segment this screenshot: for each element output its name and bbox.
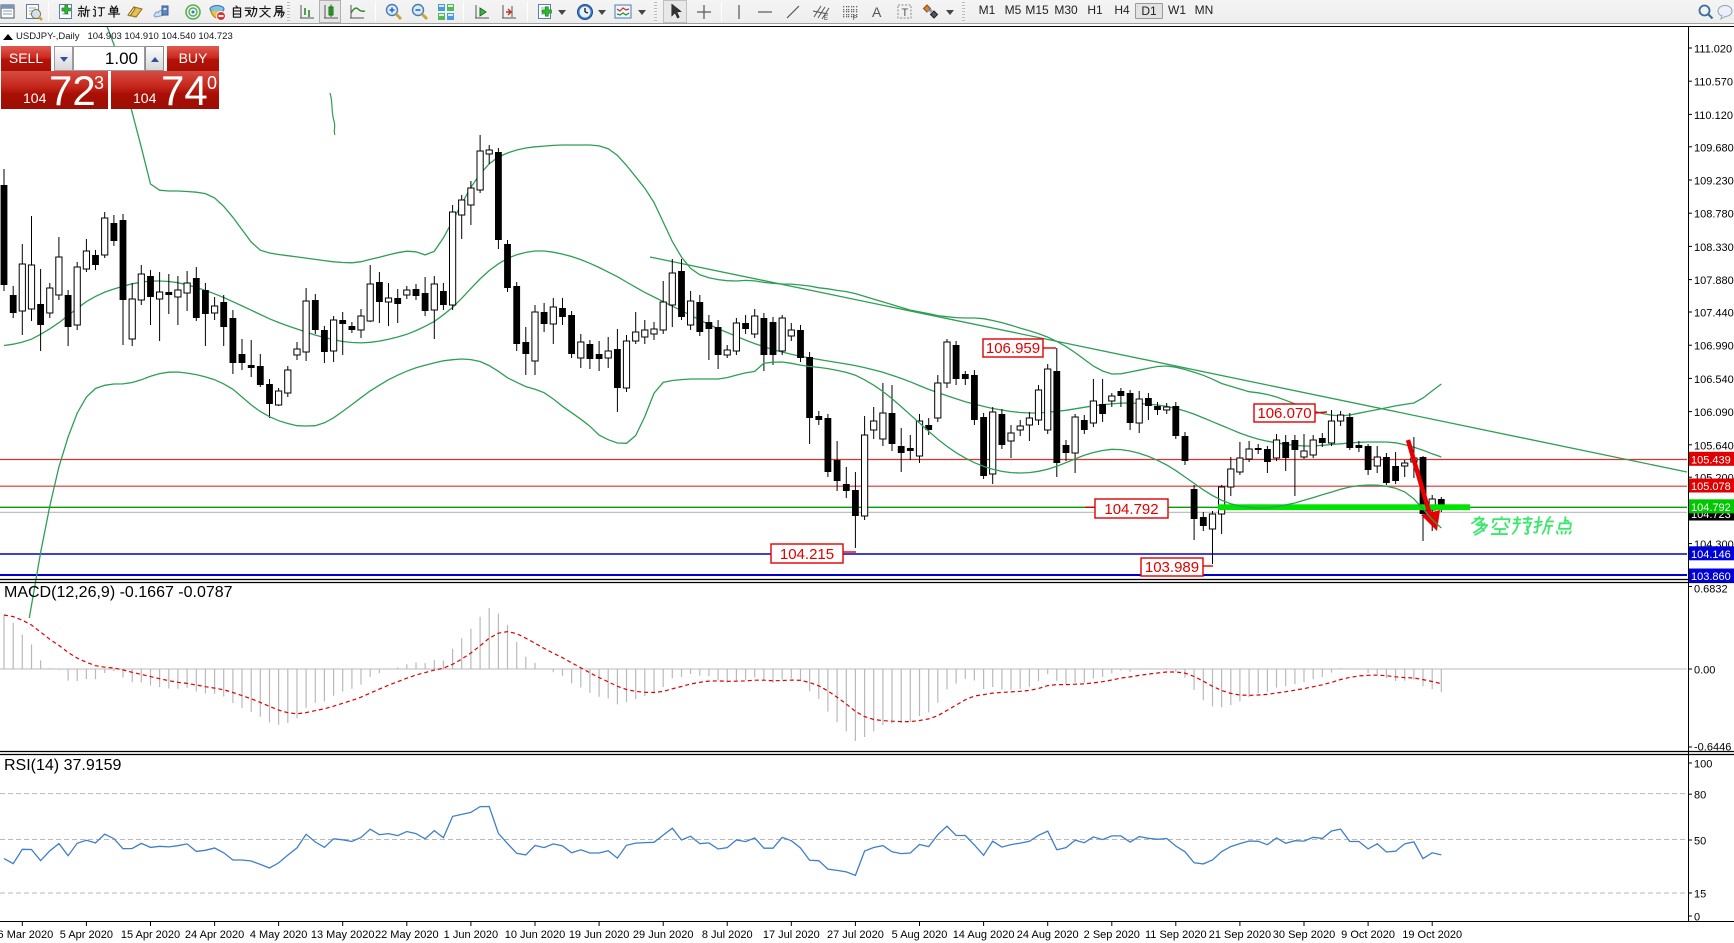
svg-text:105.640: 105.640 [1694,440,1734,452]
svg-text:108.780: 108.780 [1694,209,1734,221]
svg-text:17 Jul 2020: 17 Jul 2020 [763,929,820,941]
svg-text:80: 80 [1694,790,1706,802]
svg-text:14 Aug 2020: 14 Aug 2020 [953,929,1015,941]
svg-text:100: 100 [1694,759,1712,771]
svg-text:T: T [902,7,909,19]
svg-text:22 May 2020: 22 May 2020 [375,929,439,941]
svg-text:0.6832: 0.6832 [1694,584,1728,596]
svg-text:24 Apr 2020: 24 Apr 2020 [185,929,244,941]
svg-text:105.078: 105.078 [1691,481,1731,493]
svg-text:106.090: 106.090 [1694,407,1734,419]
svg-text:24 Aug 2020: 24 Aug 2020 [1017,929,1079,941]
svg-text:109.680: 109.680 [1694,142,1734,154]
svg-text:RSI(14) 37.9159: RSI(14) 37.9159 [4,757,122,774]
svg-text:13 May 2020: 13 May 2020 [311,929,375,941]
svg-text:106.540: 106.540 [1694,374,1734,386]
svg-text:19 Oct 2020: 19 Oct 2020 [1402,929,1462,941]
svg-text:27 Jul 2020: 27 Jul 2020 [827,929,884,941]
svg-text:106.070: 106.070 [1257,405,1311,422]
svg-text:107.880: 107.880 [1694,275,1734,287]
svg-text:2 Sep 2020: 2 Sep 2020 [1084,929,1140,941]
svg-text:109.230: 109.230 [1694,176,1734,188]
svg-text:108.330: 108.330 [1694,242,1734,254]
svg-text:10 Jun 2020: 10 Jun 2020 [505,929,566,941]
svg-text:0: 0 [1694,912,1700,924]
svg-text:103.860: 103.860 [1691,571,1731,583]
svg-text:-0.6446: -0.6446 [1694,742,1731,754]
svg-text:104.792: 104.792 [1691,502,1731,514]
svg-text:4 May 2020: 4 May 2020 [250,929,307,941]
svg-text:103.989: 103.989 [1145,559,1199,576]
svg-text:111.020: 111.020 [1694,44,1732,56]
svg-text:21 Sep 2020: 21 Sep 2020 [1209,929,1271,941]
svg-text:104.215: 104.215 [780,546,834,563]
svg-text:26 Mar 2020: 26 Mar 2020 [0,929,53,941]
svg-text:5 Apr 2020: 5 Apr 2020 [60,929,113,941]
svg-text:106.959: 106.959 [986,340,1040,357]
svg-text:E: E [824,16,828,21]
svg-text:F: F [853,16,857,21]
svg-text:110.570: 110.570 [1694,77,1733,89]
svg-text:MACD(12,26,9) -0.1667 -0.0787: MACD(12,26,9) -0.1667 -0.0787 [4,584,233,601]
svg-text:15: 15 [1694,889,1706,901]
svg-text:50: 50 [1694,836,1706,848]
svg-text:5 Aug 2020: 5 Aug 2020 [892,929,948,941]
svg-text:11 Sep 2020: 11 Sep 2020 [1145,929,1207,941]
svg-text:104.792: 104.792 [1104,501,1158,518]
svg-text:104.146: 104.146 [1691,549,1731,561]
svg-text:106.990: 106.990 [1694,341,1734,353]
svg-text:15 Apr 2020: 15 Apr 2020 [121,929,180,941]
svg-text:29 Jun 2020: 29 Jun 2020 [633,929,694,941]
svg-text:30 Sep 2020: 30 Sep 2020 [1273,929,1335,941]
svg-text:8 Jul 2020: 8 Jul 2020 [702,929,753,941]
svg-text:9 Oct 2020: 9 Oct 2020 [1341,929,1395,941]
svg-text:0.00: 0.00 [1694,665,1715,677]
svg-text:19 Jun 2020: 19 Jun 2020 [569,929,630,941]
svg-text:1 Jun 2020: 1 Jun 2020 [444,929,498,941]
svg-text:107.440: 107.440 [1694,308,1734,320]
svg-text:105.439: 105.439 [1691,455,1731,467]
svg-text:110.120: 110.120 [1694,110,1733,122]
